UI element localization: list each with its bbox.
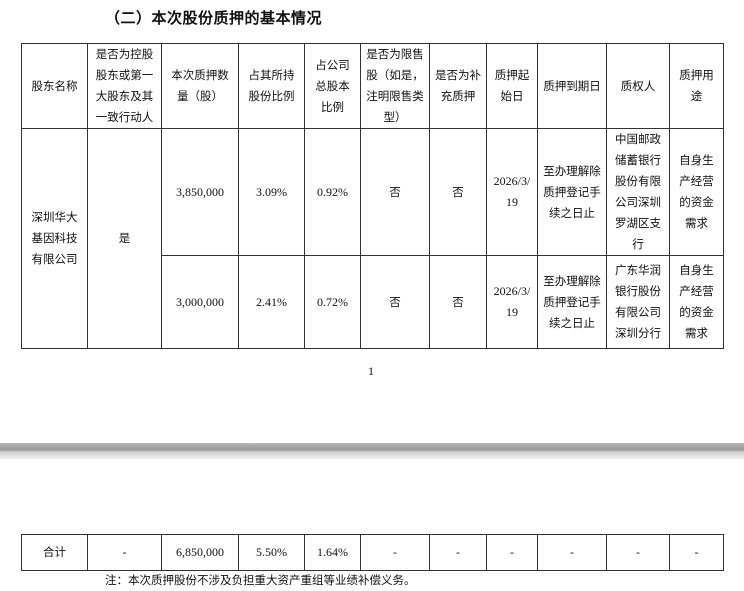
table-header-row: 股东名称 是否为控股股东或第一大股东及其一致行动人 本次质押数量（股） 占其所持…: [21, 43, 724, 129]
total-pledgee: -: [606, 534, 670, 571]
header-end-date: 质押到期日: [537, 43, 607, 129]
cell-pct-held: 3.09%: [238, 128, 305, 256]
cell-end-date: 至办理解除质押登记手续之日止: [537, 128, 607, 256]
cell-supplementary: 否: [429, 128, 487, 256]
total-pct-held: 5.50%: [238, 534, 305, 571]
cell-restricted: 否: [360, 128, 430, 256]
cell-controlling: 是: [87, 128, 162, 349]
total-table: 合计 - 6,850,000 5.50% 1.64% - - - - - -: [21, 534, 724, 571]
header-controlling: 是否为控股股东或第一大股东及其一致行动人: [87, 43, 162, 129]
cell-end-date: 至办理解除质押登记手续之日止: [537, 255, 607, 349]
cell-restricted: 否: [360, 255, 430, 349]
total-purpose: -: [669, 534, 724, 571]
total-start-date: -: [486, 534, 538, 571]
pledge-table: 股东名称 是否为控股股东或第一大股东及其一致行动人 本次质押数量（股） 占其所持…: [21, 43, 724, 349]
cell-shareholder: 深圳华大基因科技有限公司: [21, 128, 88, 349]
total-label: 合计: [21, 534, 88, 571]
total-end-date: -: [537, 534, 607, 571]
header-pct-held: 占其所持股份比例: [238, 43, 305, 129]
header-purpose: 质押用途: [669, 43, 724, 129]
cell-pledgee: 广东华润银行股份有限公司深圳分行: [606, 255, 670, 349]
total-supplementary: -: [429, 534, 487, 571]
cell-start-date: 2026/3/19: [486, 255, 538, 349]
total-restricted: -: [360, 534, 430, 571]
cell-quantity: 3,850,000: [161, 128, 239, 256]
total-controlling: -: [87, 534, 162, 571]
cell-pct-total: 0.72%: [304, 255, 361, 349]
cell-purpose: 自身生产经营的资金需求: [669, 128, 724, 256]
cell-pct-total: 0.92%: [304, 128, 361, 256]
section-title: （二）本次股份质押的基本情况: [105, 9, 323, 27]
total-pct-total: 1.64%: [304, 534, 361, 571]
total-quantity: 6,850,000: [161, 534, 239, 571]
header-supplementary: 是否为补充质押: [429, 43, 487, 129]
cell-pct-held: 2.41%: [238, 255, 305, 349]
header-shareholder: 股东名称: [21, 43, 88, 129]
header-pct-total: 占公司总股本比例: [304, 43, 361, 129]
header-pledgee: 质权人: [606, 43, 670, 129]
table-row: 3,000,000 2.41% 0.72% 否 否 2026/3/19 至办理解…: [22, 255, 724, 349]
table-row: 深圳华大基因科技有限公司 是 3,850,000 3.09% 0.92% 否 否…: [21, 128, 724, 349]
header-start-date: 质押起始日: [486, 43, 538, 129]
cell-purpose: 自身生产经营的资金需求: [669, 255, 724, 349]
header-quantity: 本次质押数量（股）: [161, 43, 239, 129]
cell-supplementary: 否: [429, 255, 487, 349]
cell-start-date: 2026/3/19: [486, 128, 538, 256]
total-row: 合计 - 6,850,000 5.50% 1.64% - - - - - -: [21, 534, 724, 571]
page-number: 1: [368, 364, 374, 378]
footnote: 注：本次质押股份不涉及负担重大资产重组等业绩补偿义务。: [105, 573, 416, 587]
header-restricted: 是否为限售股（如是，注明限售类型）: [360, 43, 430, 129]
cell-quantity: 3,000,000: [161, 255, 239, 349]
page-break-divider: [0, 443, 744, 459]
cell-pledgee: 中国邮政储蓄银行股份有限公司深圳罗湖区支行: [606, 128, 670, 256]
